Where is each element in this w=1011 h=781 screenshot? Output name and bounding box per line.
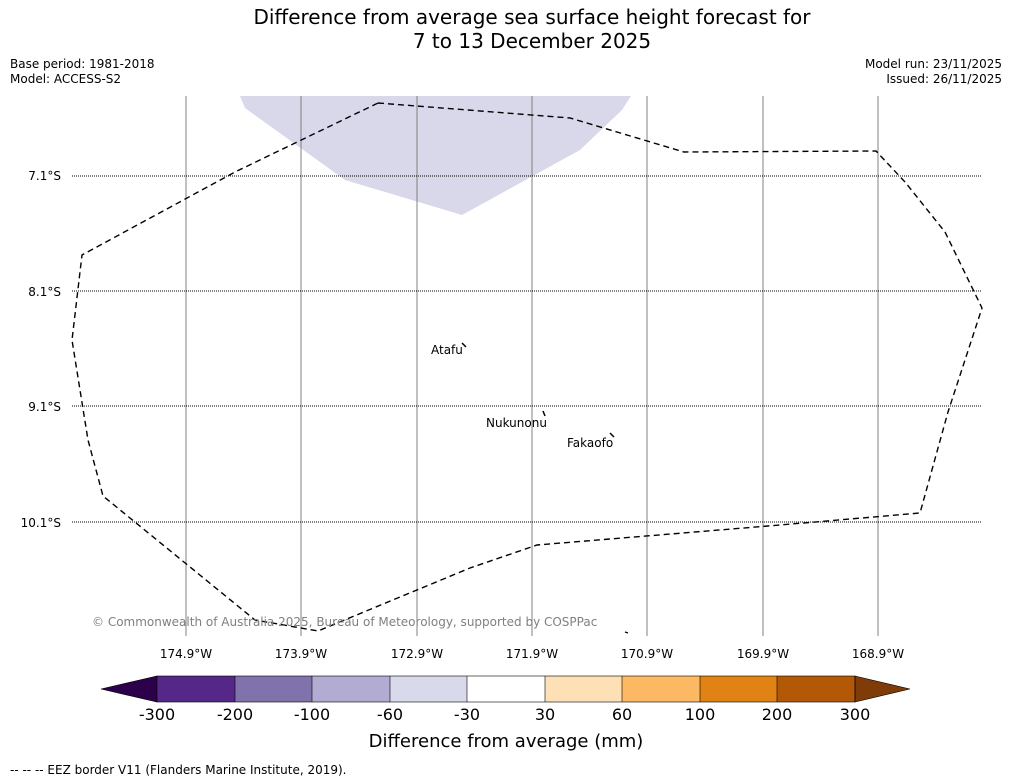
colorbar-low-extension <box>100 675 158 703</box>
colorbar-bin-6 <box>545 676 622 702</box>
model-run: Model run: 23/11/2025 <box>864 57 1002 71</box>
colorbar-bin-1 <box>157 676 235 702</box>
colorbar-tick-label: 200 <box>762 705 793 724</box>
colorbar-frame <box>156 675 856 703</box>
colorbar-bin-8 <box>700 676 777 702</box>
colorbar-tick-label: 30 <box>535 705 555 724</box>
title-line-1: Difference from average sea surface heig… <box>253 5 811 29</box>
lat-label-8-1: 8.1°S <box>28 285 61 299</box>
colorbar-tick-label: -200 <box>217 705 253 724</box>
base-period: Base period: 1981-2018 <box>10 57 155 71</box>
lon-label-169-9: 169.9°W <box>737 647 789 661</box>
lat-label-7-1: 7.1°S <box>28 169 61 183</box>
place-label-atafu: Atafu <box>431 343 463 357</box>
model-name: Model: ACCESS-S2 <box>10 72 122 86</box>
colorbar-tick-label: -30 <box>454 705 480 724</box>
colorbar-dividers <box>234 676 778 702</box>
colorbar-tick-label: 100 <box>685 705 716 724</box>
eez-border <box>71 102 983 632</box>
colorbar-bin-5 <box>467 676 545 702</box>
lon-label-168-9: 168.9°W <box>852 647 904 661</box>
anomaly-region <box>240 96 631 215</box>
fakaofo-atoll <box>609 432 615 438</box>
lat-label-9-1: 9.1°S <box>28 400 61 414</box>
colorbar-tick-label: 60 <box>612 705 632 724</box>
copyright-notice: © Commonwealth of Australia 2025, Bureau… <box>92 615 597 629</box>
colorbar-tick-label: -300 <box>139 705 175 724</box>
nukunonu-atoll <box>542 410 546 417</box>
issued-date: Issued: 26/11/2025 <box>886 72 1002 86</box>
colorbar-title: Difference from average (mm) <box>369 731 644 752</box>
chart-title: Difference from average sea surface heig… <box>0 5 1011 53</box>
atafu-atoll <box>461 342 467 348</box>
colorbar-bin-4 <box>390 676 467 702</box>
colorbar-bin-3 <box>312 676 390 702</box>
meta-right: Model run: 23/11/2025 Issued: 26/11/2025 <box>865 57 1002 87</box>
title-line-2: 7 to 13 December 2025 <box>412 29 652 53</box>
colorbar: -300 -200 -100 -60 -30 30 60 100 200 300… <box>100 675 911 752</box>
place-label-nukunonu: Nukunonu <box>486 416 547 430</box>
colorbar-bin-7 <box>622 676 700 702</box>
eez-legend-note: -- -- -- EEZ border V11 (Flanders Marine… <box>10 763 347 777</box>
colorbar-bin-2 <box>235 676 312 702</box>
lon-label-170-9: 170.9°W <box>621 647 673 661</box>
lon-label-172-9: 172.9°W <box>391 647 443 661</box>
colorbar-tick-label: 300 <box>840 705 871 724</box>
islet-mark <box>624 631 629 634</box>
meta-left: Base period: 1981-2018 Model: ACCESS-S2 <box>10 57 155 87</box>
colorbar-high-extension <box>854 675 911 703</box>
lat-label-10-1: 10.1°S <box>21 516 61 530</box>
lon-label-171-9: 171.9°W <box>506 647 558 661</box>
lon-label-173-9: 173.9°W <box>275 647 327 661</box>
parallels <box>72 175 982 523</box>
colorbar-bin-9 <box>777 676 855 702</box>
place-label-fakaofo: Fakaofo <box>567 436 613 450</box>
colorbar-tick-label: -100 <box>294 705 330 724</box>
colorbar-tick-label: -60 <box>377 705 403 724</box>
lon-label-174-9: 174.9°W <box>160 647 212 661</box>
meridians <box>185 96 879 636</box>
